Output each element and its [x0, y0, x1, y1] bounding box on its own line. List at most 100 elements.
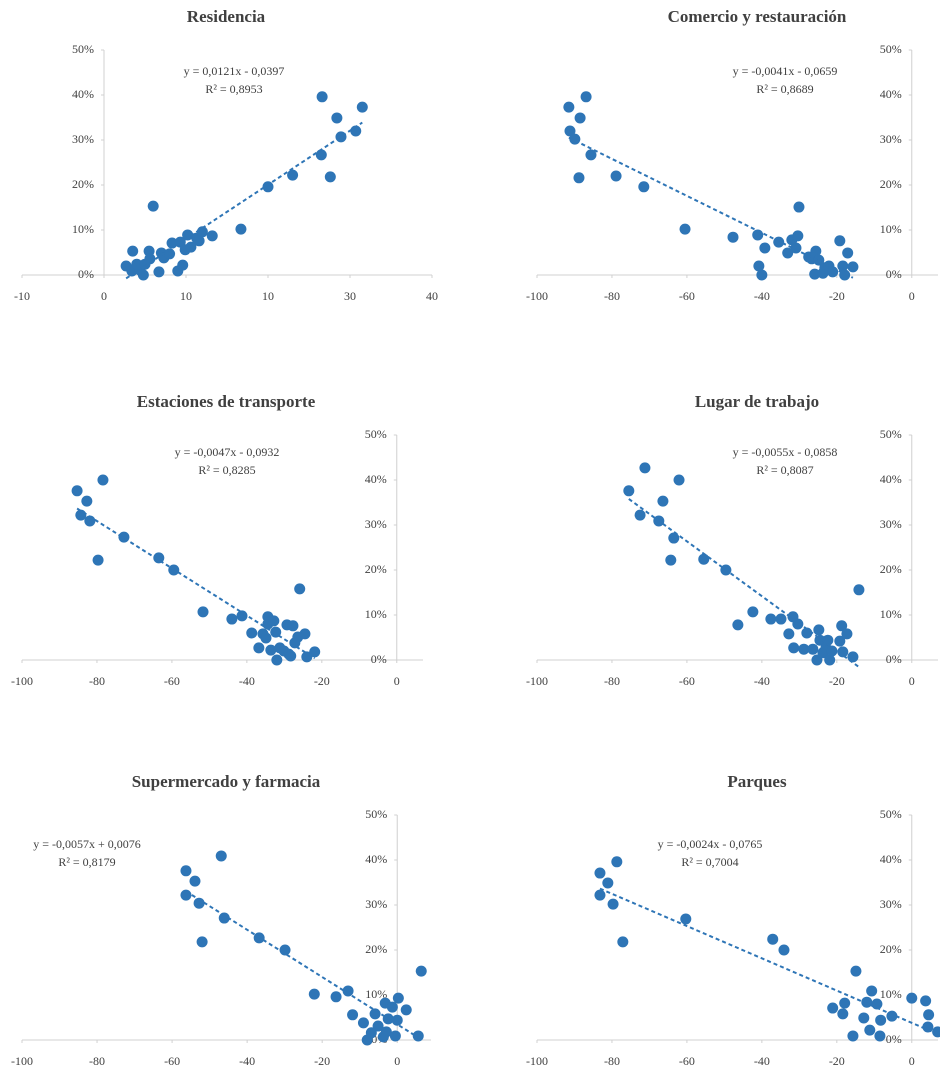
- annotation: y = 0,0121x - 0,0397: [184, 64, 285, 78]
- trendline: [185, 890, 422, 1041]
- point: [657, 495, 669, 507]
- point: [611, 856, 623, 868]
- y-tick-label: 40%: [365, 852, 387, 866]
- point: [253, 642, 265, 654]
- point: [270, 626, 282, 638]
- point: [853, 584, 865, 596]
- point: [756, 269, 768, 281]
- y-tick-label: 50%: [72, 42, 94, 56]
- x-tick-label: -40: [239, 1054, 255, 1068]
- point: [809, 268, 821, 280]
- point: [331, 112, 343, 124]
- point: [753, 260, 765, 272]
- point: [182, 229, 194, 241]
- y-tick-label: 10%: [365, 987, 387, 1001]
- y-tick-label: 30%: [365, 517, 387, 531]
- point: [623, 485, 635, 497]
- x-tick-label: 0: [101, 289, 107, 303]
- y-tick-label: 30%: [880, 517, 902, 531]
- point: [350, 125, 362, 137]
- point: [698, 553, 710, 565]
- x-tick-label: 0: [394, 1054, 400, 1068]
- point: [193, 235, 205, 247]
- point: [807, 643, 819, 655]
- y-tick-label: 30%: [880, 132, 902, 146]
- point: [153, 266, 165, 278]
- x-tick-label: -100: [11, 674, 33, 688]
- x-tick-label: -20: [829, 289, 845, 303]
- point: [271, 654, 283, 666]
- point: [92, 554, 104, 566]
- x-tick-label: -80: [604, 674, 620, 688]
- point: [356, 101, 368, 113]
- x-tick-label: -20: [314, 1054, 330, 1068]
- point: [920, 995, 932, 1007]
- point: [177, 259, 189, 271]
- point: [268, 615, 280, 627]
- y-tick-label: 40%: [880, 87, 902, 101]
- point: [822, 634, 834, 646]
- point: [824, 654, 836, 666]
- point: [391, 1014, 403, 1026]
- x-tick-label: 30: [344, 289, 356, 303]
- point: [580, 91, 592, 103]
- x-tick-label: -40: [754, 674, 770, 688]
- point: [923, 1009, 935, 1021]
- point: [279, 944, 291, 956]
- x-tick-label: 10: [180, 289, 192, 303]
- y-tick-label: 30%: [365, 897, 387, 911]
- point: [793, 201, 805, 213]
- point: [193, 897, 205, 909]
- point: [813, 624, 825, 636]
- annotation: R² = 0,8087: [756, 463, 813, 477]
- point: [294, 583, 306, 595]
- chart-title: Estaciones de transporte: [137, 392, 316, 411]
- x-tick-label: -60: [164, 1054, 180, 1068]
- point: [189, 875, 201, 887]
- point: [342, 985, 354, 997]
- point: [602, 877, 614, 889]
- x-tick-label: -40: [754, 289, 770, 303]
- point: [285, 650, 297, 662]
- y-tick-label: 0%: [886, 1032, 902, 1046]
- point: [801, 627, 813, 639]
- x-tick-label: -100: [526, 674, 548, 688]
- point: [215, 850, 227, 862]
- point: [196, 226, 208, 238]
- annotation: y = -0,0047x - 0,0932: [175, 445, 280, 459]
- point: [839, 997, 851, 1009]
- y-tick-label: 50%: [880, 42, 902, 56]
- point: [842, 247, 854, 259]
- trendline: [599, 887, 939, 1035]
- y-tick-label: 20%: [365, 942, 387, 956]
- x-tick-label: 10: [262, 289, 274, 303]
- point: [147, 200, 159, 212]
- point: [783, 628, 795, 640]
- trendline: [125, 121, 363, 280]
- point: [874, 1030, 886, 1042]
- point: [197, 606, 209, 618]
- point: [932, 1026, 940, 1038]
- point: [810, 245, 822, 257]
- annotation: R² = 0,8179: [58, 855, 115, 869]
- point: [866, 985, 878, 997]
- point: [97, 474, 109, 486]
- point: [811, 654, 823, 666]
- point: [798, 643, 810, 655]
- point: [75, 509, 87, 521]
- point: [218, 912, 230, 924]
- x-tick-label: -60: [164, 674, 180, 688]
- x-tick-label: -20: [829, 1054, 845, 1068]
- point: [185, 241, 197, 253]
- y-tick-label: 50%: [365, 427, 387, 441]
- y-tick-label: 30%: [72, 132, 94, 146]
- point: [118, 531, 130, 543]
- point: [638, 181, 650, 193]
- point: [365, 1027, 377, 1039]
- y-tick-label: 0%: [371, 652, 387, 666]
- point: [84, 515, 96, 527]
- point: [324, 171, 336, 183]
- y-tick-label: 20%: [880, 942, 902, 956]
- x-tick-label: -80: [89, 674, 105, 688]
- y-tick-label: 10%: [880, 222, 902, 236]
